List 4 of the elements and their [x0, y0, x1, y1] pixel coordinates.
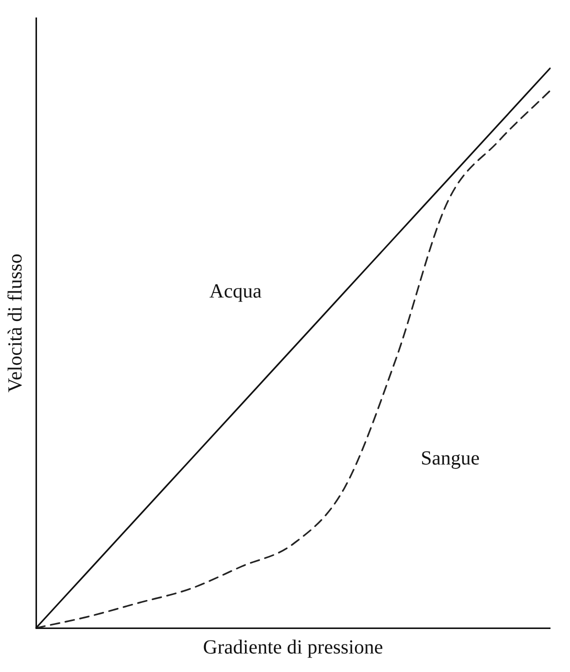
text: Acqua — [209, 280, 262, 302]
text: Sangue — [420, 448, 480, 470]
x-axis-title: Gradiente di pressione — [203, 636, 384, 658]
y-axis-title: Velocità di flusso — [4, 254, 26, 392]
